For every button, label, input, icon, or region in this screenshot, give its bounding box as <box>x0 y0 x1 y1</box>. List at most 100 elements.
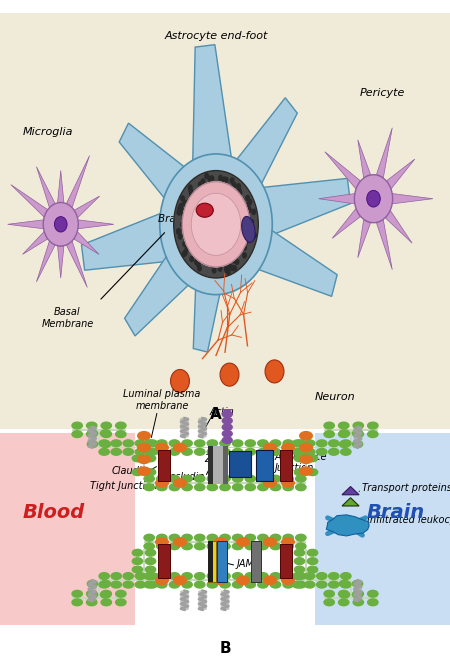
Circle shape <box>198 182 202 187</box>
Circle shape <box>156 479 168 487</box>
Polygon shape <box>67 156 90 208</box>
Circle shape <box>72 599 82 606</box>
Circle shape <box>235 259 239 264</box>
FancyBboxPatch shape <box>72 429 126 431</box>
Circle shape <box>338 422 349 429</box>
Circle shape <box>353 590 364 597</box>
Circle shape <box>135 440 145 447</box>
Circle shape <box>194 543 205 550</box>
Circle shape <box>258 581 268 588</box>
Circle shape <box>270 581 281 588</box>
Circle shape <box>258 535 268 541</box>
Circle shape <box>324 431 334 438</box>
Circle shape <box>157 440 167 447</box>
Text: Blood: Blood <box>23 504 85 522</box>
Circle shape <box>339 591 350 598</box>
Circle shape <box>338 590 349 597</box>
Circle shape <box>324 422 334 429</box>
Ellipse shape <box>182 182 250 267</box>
Circle shape <box>296 440 306 447</box>
Circle shape <box>294 549 305 556</box>
Circle shape <box>174 576 186 585</box>
Circle shape <box>135 448 145 455</box>
Polygon shape <box>119 123 228 248</box>
Circle shape <box>182 448 192 455</box>
Circle shape <box>123 581 134 588</box>
Circle shape <box>282 576 294 585</box>
Circle shape <box>222 405 232 411</box>
Circle shape <box>264 538 276 546</box>
Circle shape <box>245 535 256 541</box>
Polygon shape <box>74 196 100 218</box>
Circle shape <box>294 558 305 564</box>
Circle shape <box>283 573 293 579</box>
Circle shape <box>156 576 168 585</box>
Circle shape <box>233 543 243 550</box>
Circle shape <box>248 207 251 213</box>
Circle shape <box>99 581 109 588</box>
Circle shape <box>182 535 192 541</box>
Circle shape <box>238 190 242 195</box>
Circle shape <box>207 543 217 550</box>
Circle shape <box>145 558 156 564</box>
Circle shape <box>283 484 293 490</box>
Circle shape <box>182 581 192 588</box>
Text: B: B <box>219 641 231 655</box>
Text: Luminal plasma
membrane: Luminal plasma membrane <box>123 389 201 411</box>
FancyBboxPatch shape <box>280 450 292 480</box>
Circle shape <box>182 573 192 579</box>
Circle shape <box>307 469 318 476</box>
FancyBboxPatch shape <box>144 447 306 448</box>
Circle shape <box>111 573 122 579</box>
Circle shape <box>251 228 254 233</box>
Circle shape <box>243 245 246 250</box>
Circle shape <box>233 258 236 263</box>
Circle shape <box>181 222 184 227</box>
Circle shape <box>169 475 180 482</box>
Circle shape <box>228 264 232 269</box>
Circle shape <box>157 475 167 482</box>
Circle shape <box>157 543 167 550</box>
Polygon shape <box>36 167 55 208</box>
Circle shape <box>189 189 193 194</box>
Circle shape <box>307 566 318 573</box>
Circle shape <box>220 581 230 588</box>
Circle shape <box>282 479 294 487</box>
Polygon shape <box>201 98 297 244</box>
Circle shape <box>220 535 230 541</box>
Polygon shape <box>342 498 359 506</box>
Circle shape <box>237 576 249 585</box>
Circle shape <box>341 440 351 447</box>
Circle shape <box>181 196 184 201</box>
Circle shape <box>179 203 183 209</box>
Circle shape <box>194 535 205 541</box>
Ellipse shape <box>191 193 241 255</box>
FancyBboxPatch shape <box>256 450 273 480</box>
Circle shape <box>324 599 334 606</box>
Circle shape <box>352 430 363 437</box>
Circle shape <box>101 422 112 429</box>
Circle shape <box>258 448 268 455</box>
Circle shape <box>270 440 281 447</box>
Circle shape <box>339 580 350 587</box>
Circle shape <box>258 440 268 447</box>
Circle shape <box>72 422 82 429</box>
Circle shape <box>294 469 305 476</box>
Circle shape <box>100 591 111 598</box>
Circle shape <box>231 265 234 271</box>
Text: Tight Junction: Tight Junction <box>90 481 158 491</box>
Circle shape <box>144 448 154 455</box>
Circle shape <box>174 479 186 487</box>
Circle shape <box>123 448 134 455</box>
Circle shape <box>300 455 312 463</box>
Circle shape <box>132 566 143 573</box>
Circle shape <box>87 430 98 437</box>
Circle shape <box>245 475 256 482</box>
FancyBboxPatch shape <box>98 580 100 598</box>
Circle shape <box>230 178 234 183</box>
Circle shape <box>147 448 158 455</box>
Circle shape <box>111 581 122 588</box>
Circle shape <box>99 448 109 455</box>
FancyBboxPatch shape <box>292 447 351 448</box>
Circle shape <box>292 440 303 447</box>
